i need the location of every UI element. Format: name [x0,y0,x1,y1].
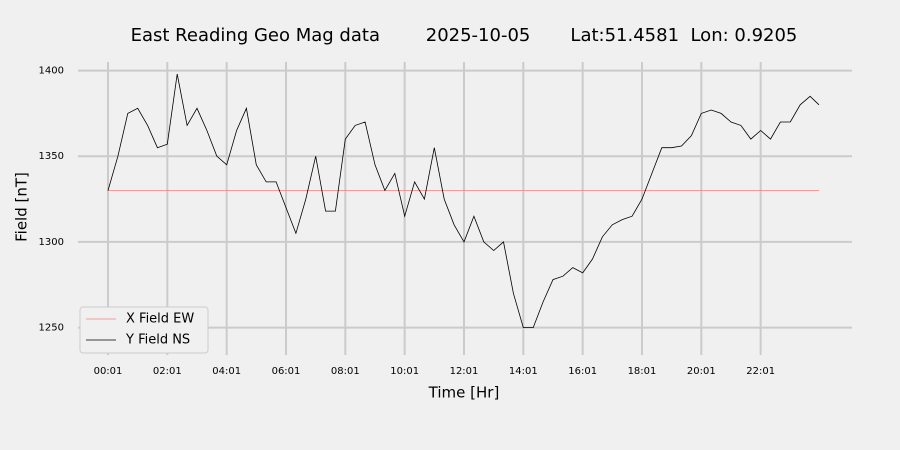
y-tick-label: 1250 [39,323,64,334]
x-tick-label: 02:01 [153,366,182,377]
x-tick-label: 06:01 [272,366,301,377]
x-tick-label: 16:01 [568,366,597,377]
x-tick-label: 04:01 [212,366,241,377]
legend-label: X Field EW [126,312,194,327]
y-axis-label: Field [nT] [13,172,31,242]
y-tick-label: 1350 [39,151,64,162]
x-tick-label: 00:01 [94,366,123,377]
x-tick-label: 10:01 [390,366,419,377]
y-tick-label: 1300 [39,237,64,248]
chart-title: East Reading Geo Mag data 2025-10-05 Lat… [131,25,798,46]
legend-label: Y Field NS [125,333,190,348]
x-tick-label: 20:01 [687,366,716,377]
x-tick-label: 08:01 [331,366,360,377]
legend-box [79,306,209,354]
x-tick-label: 22:01 [746,366,775,377]
y-tick-label: 1400 [39,66,64,77]
x-tick-label: 18:01 [628,366,657,377]
data-line [107,73,820,328]
x-axis-label: Time [Hr] [428,384,500,402]
x-tick-label: 12:01 [450,366,479,377]
x-tick-label: 14:01 [509,366,538,377]
